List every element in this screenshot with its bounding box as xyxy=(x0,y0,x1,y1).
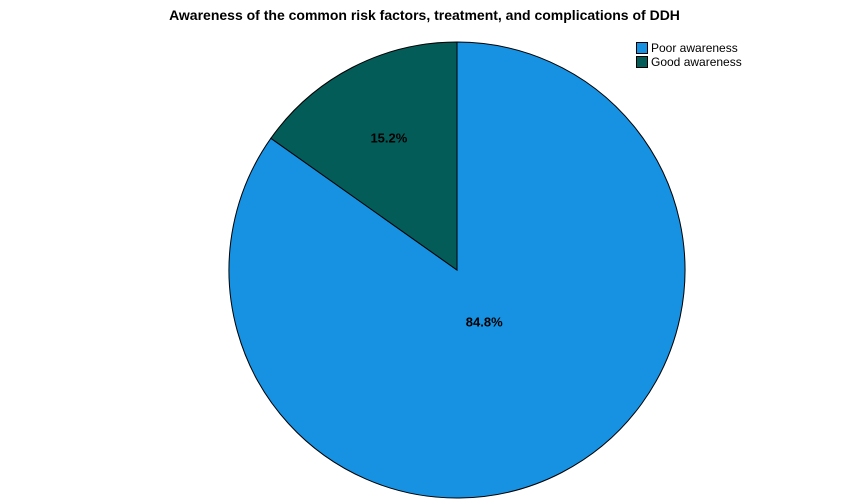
legend-label-good-awareness: Good awareness xyxy=(651,55,742,69)
legend-swatch-poor-awareness xyxy=(636,42,648,54)
chart-title: Awareness of the common risk factors, tr… xyxy=(169,7,680,23)
legend-label-poor-awareness: Poor awareness xyxy=(651,41,738,55)
legend: Poor awareness Good awareness xyxy=(636,41,742,69)
legend-swatch-good-awareness xyxy=(636,56,648,68)
pie-slice-good-awareness xyxy=(270,41,458,271)
legend-item-good-awareness: Good awareness xyxy=(636,55,742,69)
legend-item-poor-awareness: Poor awareness xyxy=(636,41,742,55)
slice-label-poor-awareness: 84.8% xyxy=(466,315,503,330)
slice-label-good-awareness: 15.2% xyxy=(370,130,407,145)
